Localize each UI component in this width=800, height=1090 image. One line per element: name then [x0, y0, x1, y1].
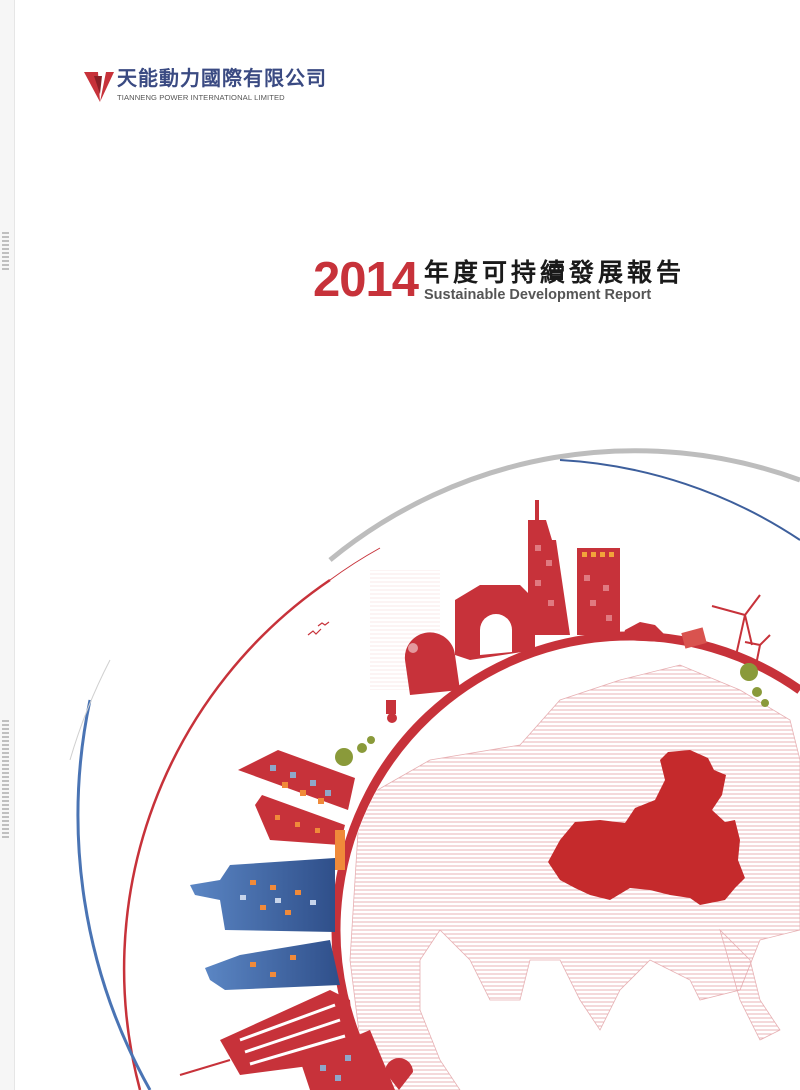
report-title-cn: 年度可持續發展報告 — [424, 259, 686, 287]
logo-v-icon — [84, 72, 114, 102]
spine-text-mark — [2, 720, 9, 840]
report-title-en: Sustainable Development Report — [424, 287, 652, 303]
top-skyline — [307, 500, 771, 723]
orbit-arcs — [69, 448, 800, 1090]
report-year: 2014 — [313, 253, 419, 307]
left-skyline — [179, 750, 413, 1090]
company-name-cn: 天能動力國際有限公司 — [117, 68, 327, 90]
hot-air-balloon — [385, 1058, 413, 1090]
book-spine — [0, 0, 15, 1090]
globe — [331, 631, 800, 1090]
company-name-en: TIANNENG POWER INTERNATIONAL LIMITED — [117, 93, 285, 102]
spine-text-mark — [2, 232, 9, 272]
china-map — [548, 750, 745, 905]
company-logo: 天能動力國際有限公司 TIANNENG POWER INTERNATIONAL … — [84, 68, 327, 104]
trees — [335, 663, 769, 766]
report-title: 2014 年度可持續發展報告 Sustainable Development R… — [313, 253, 686, 307]
